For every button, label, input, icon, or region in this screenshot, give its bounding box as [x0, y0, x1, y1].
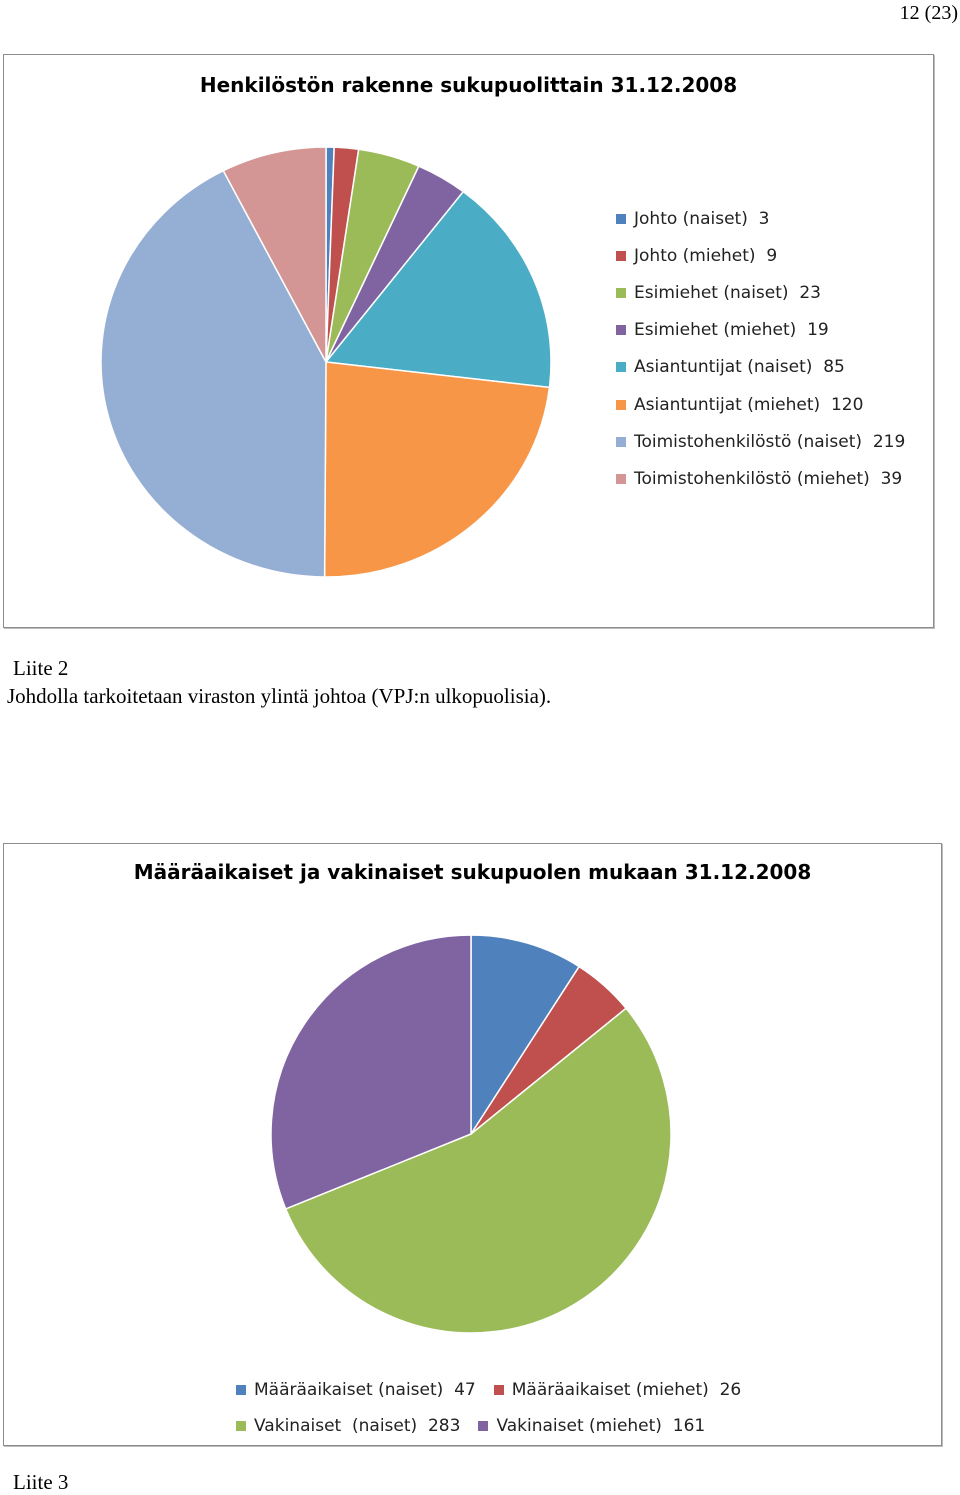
legend-label: Määräaikaiset (miehet): [511, 1380, 709, 1400]
legend-item-4: Asiantuntijat (naiset) 85: [616, 349, 905, 386]
pie-slice-0: [470, 934, 581, 1137]
pie-slice-2: [284, 1007, 672, 1334]
legend-value: 23: [799, 282, 821, 303]
legend-label: Esimiehet (naiset): [634, 282, 789, 303]
legend-item-3: Esimiehet (miehet) 19: [616, 312, 905, 349]
legend-value: 3: [758, 208, 770, 229]
pie-slice-5: [323, 361, 551, 578]
legend-value: 283: [427, 1416, 461, 1436]
legend-label: Esimiehet (miehet): [634, 320, 797, 341]
legend-item-1: Määräaikaiset (miehet) 26: [493, 1380, 742, 1400]
legend-item-3: Vakinaiset (miehet) 161: [478, 1416, 705, 1436]
legend-item-2: Vakinaiset (naiset) 283: [236, 1416, 460, 1436]
pie-slice-3: [270, 934, 472, 1210]
chart-legend: Johto (naiset) 3 Johto (miehet) 9 Esimiehe…: [616, 200, 905, 498]
pie-slice-6: [100, 169, 327, 578]
legend-swatch: [616, 287, 626, 298]
legend-label: Määräaikaiset (naiset): [254, 1380, 444, 1400]
legend-swatch: [616, 213, 626, 224]
legend-swatch: [236, 1385, 246, 1395]
legend-label: Toimistohenkilöstö (naiset): [634, 431, 863, 452]
legend-value: 19: [807, 320, 829, 341]
pie-slice-4: [324, 190, 552, 389]
chart-title: Määräaikaiset ja vakinaiset sukupuolen m…: [133, 860, 812, 884]
legend-swatch: [616, 399, 626, 410]
legend-swatch: [478, 1421, 489, 1431]
legend-row: Määräaikaiset (naiset) 47 Määräaikaiset (…: [236, 1372, 796, 1408]
legend-label: Asiantuntijat (miehet): [634, 394, 821, 415]
legend-swatch: [616, 473, 626, 484]
chart-legend: Määräaikaiset (naiset) 47 Määräaikaiset (…: [236, 1372, 796, 1444]
legend-label: Asiantuntijat (naiset): [634, 357, 813, 378]
legend-label: Vakinaiset (naiset): [254, 1416, 418, 1436]
staff-structure-pie: [100, 146, 552, 578]
legend-value: 39: [880, 468, 903, 489]
legend-swatch: [616, 362, 626, 373]
pie-slice-7: [222, 146, 327, 363]
management-note: Johdolla tarkoitetaan viraston ylintä jo…: [7, 684, 552, 708]
legend-value: 219: [872, 431, 906, 452]
legend-item-0: Johto (naiset) 3: [616, 200, 905, 237]
legend-value: 9: [766, 245, 778, 266]
legend-label: Johto (miehet): [634, 245, 756, 266]
legend-value: 26: [719, 1380, 742, 1400]
legend-row: Vakinaiset (naiset) 283 Vakinaiset (miehe…: [236, 1408, 796, 1444]
legend-swatch: [616, 436, 626, 447]
legend-swatch: [616, 250, 626, 261]
legend-label: Vakinaiset (miehet): [496, 1416, 662, 1436]
legend-item-5: Asiantuntijat (miehet) 120: [616, 386, 905, 423]
legend-item-7: Toimistohenkilöstö (miehet) 39: [616, 460, 905, 497]
contract-type-pie: [270, 934, 672, 1334]
legend-label: Toimistohenkilöstö (miehet): [634, 468, 870, 489]
appendix-label: Liite 2: [13, 656, 69, 680]
contract-type-chart: Määräaikaiset ja vakinaiset sukupuolen m…: [3, 843, 942, 1446]
legend-swatch: [616, 325, 626, 336]
legend-value: 161: [672, 1416, 706, 1436]
legend-item-6: Toimistohenkilöstö (naiset) 219: [616, 423, 905, 460]
page-number: 12 (23): [899, 2, 958, 24]
legend-value: 47: [454, 1380, 476, 1400]
legend-item-0: Määräaikaiset (naiset) 47: [236, 1380, 476, 1400]
legend-item-2: Esimiehet (naiset) 23: [616, 274, 905, 311]
legend-value: 85: [823, 357, 845, 378]
staff-structure-chart: Henkilöstön rakenne sukupuolittain 31.12…: [3, 54, 934, 628]
legend-label: Johto (naiset): [634, 208, 748, 229]
legend-swatch: [236, 1421, 246, 1431]
legend-swatch: [493, 1385, 504, 1395]
chart-title: Henkilöstön rakenne sukupuolittain 31.12…: [199, 73, 738, 97]
legend-item-1: Johto (miehet) 9: [616, 237, 905, 274]
legend-value: 120: [830, 394, 864, 415]
appendix-label: Liite 3: [13, 1470, 69, 1494]
